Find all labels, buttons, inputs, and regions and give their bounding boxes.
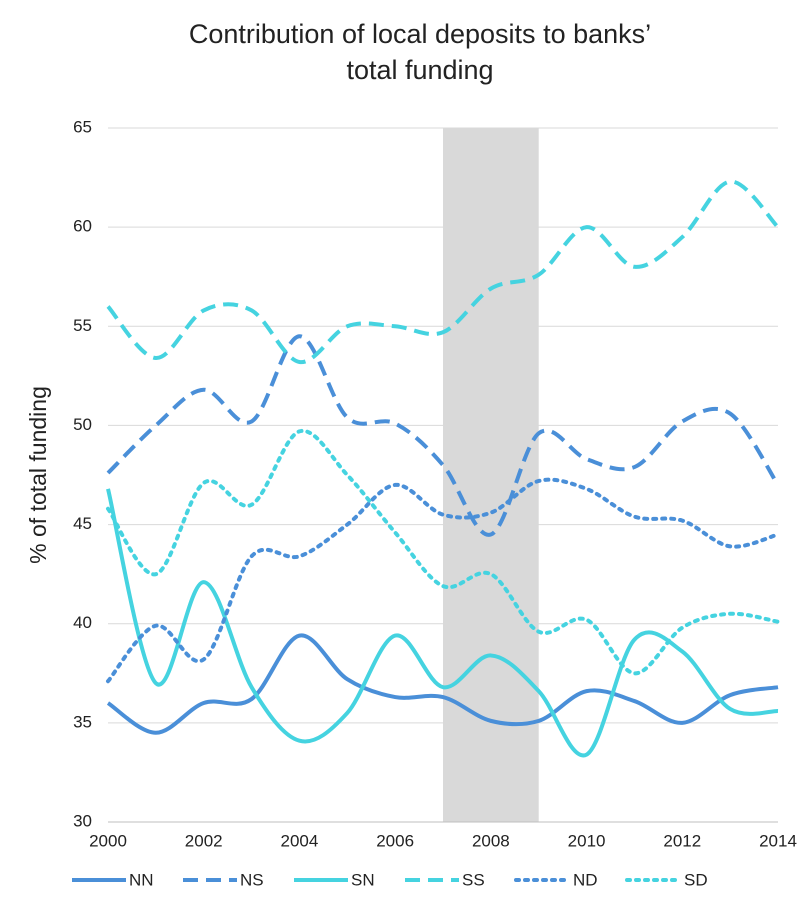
y-tick-label: 40 [73, 613, 92, 632]
y-tick-label: 45 [73, 514, 92, 533]
series-line [106, 488, 779, 758]
chart-title: total funding [346, 55, 493, 85]
y-tick-label: 65 [73, 117, 92, 136]
y-tick-label: 60 [73, 217, 92, 236]
x-tick-label: 2006 [376, 831, 414, 850]
x-tick-label: 2004 [281, 831, 319, 850]
x-tick-label: 2010 [568, 831, 606, 850]
x-tick-label: 2012 [663, 831, 701, 850]
x-tick-label: 2000 [89, 831, 127, 850]
x-tick-label: 2008 [472, 831, 510, 850]
x-tick-label: 2014 [759, 831, 797, 850]
chart-title: Contribution of local deposits to banks’ [189, 19, 651, 49]
legend-label: SS [462, 870, 485, 889]
y-tick-label: 55 [73, 316, 92, 335]
shaded-region [443, 128, 539, 822]
y-axis-label: % of total funding [25, 386, 51, 564]
y-tick-label: 35 [73, 712, 92, 731]
series-line [106, 633, 779, 735]
legend-label: SD [684, 870, 708, 889]
series-line [106, 429, 780, 676]
legend-label: NN [129, 870, 154, 889]
series-line [106, 477, 780, 684]
legend-label: ND [573, 870, 598, 889]
legend-label: NS [240, 870, 264, 889]
x-tick-label: 2002 [185, 831, 223, 850]
y-tick-label: 50 [73, 415, 92, 434]
legend-label: SN [351, 870, 375, 889]
series-line [106, 179, 780, 364]
y-tick-label: 30 [73, 811, 92, 830]
